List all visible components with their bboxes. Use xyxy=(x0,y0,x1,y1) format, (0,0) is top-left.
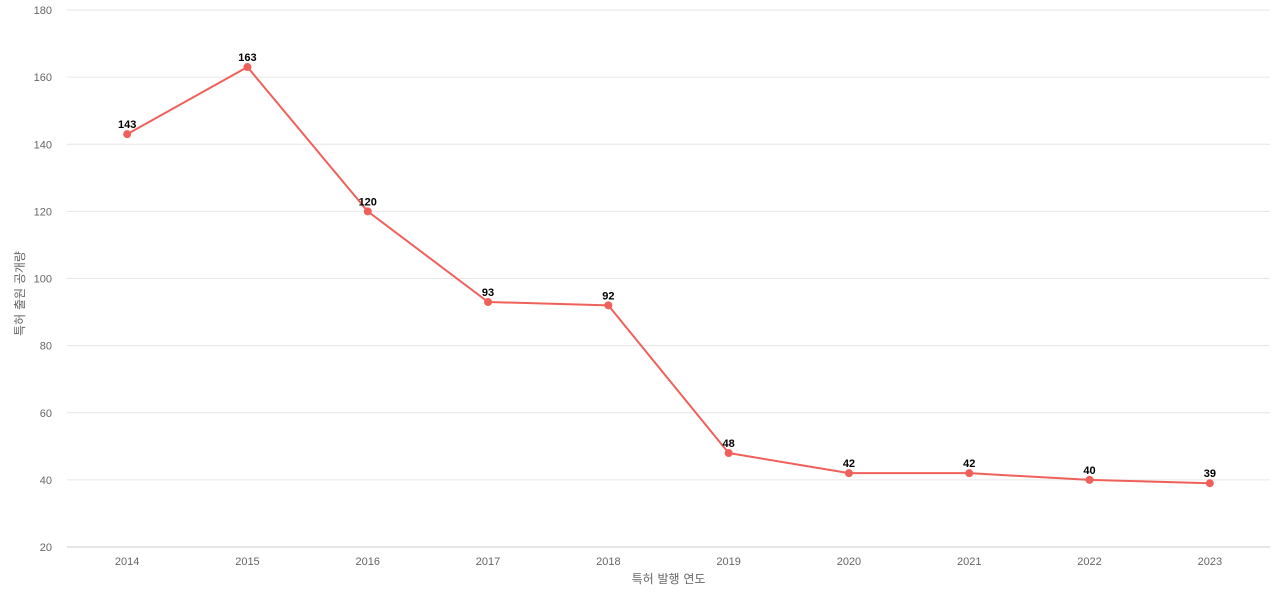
x-tick-label: 2017 xyxy=(476,556,500,568)
data-label: 42 xyxy=(963,458,975,470)
y-tick-label: 160 xyxy=(34,72,52,84)
y-axis-ticks: 20 40 60 80 100 120 140 160 180 xyxy=(34,5,52,554)
y-tick-label: 20 xyxy=(40,542,52,554)
y-tick-label: 140 xyxy=(34,139,52,151)
data-point[interactable] xyxy=(844,469,853,478)
data-label: 93 xyxy=(482,287,494,299)
data-label: 120 xyxy=(359,196,377,208)
data-point[interactable] xyxy=(484,297,493,306)
x-tick-label: 2020 xyxy=(837,556,861,568)
x-axis-ticks: 2014 2015 2016 2017 2018 2019 2020 2021 2022 2023 xyxy=(115,556,1222,568)
data-point[interactable] xyxy=(965,469,974,478)
x-tick-label: 2019 xyxy=(716,556,740,568)
gridlines xyxy=(67,9,1270,481)
data-point[interactable] xyxy=(243,63,252,72)
data-label: 48 xyxy=(723,438,735,450)
y-tick-label: 100 xyxy=(34,274,52,286)
x-tick-label: 2015 xyxy=(235,556,259,568)
data-label: 39 xyxy=(1204,468,1216,480)
data-point[interactable] xyxy=(363,207,372,216)
data-point[interactable] xyxy=(604,301,613,310)
x-tick-label: 2021 xyxy=(957,556,981,568)
x-axis-title: 특허 발행 연도 xyxy=(632,571,706,586)
y-tick-label: 40 xyxy=(40,475,52,487)
y-tick-label: 120 xyxy=(34,206,52,218)
series-line xyxy=(126,66,1210,485)
data-label: 143 xyxy=(118,119,136,131)
y-tick-label: 60 xyxy=(40,408,52,420)
data-label: 92 xyxy=(602,290,614,302)
data-label: 40 xyxy=(1083,465,1095,477)
data-labels: 143 163 120 93 92 48 42 42 40 39 xyxy=(118,52,1216,480)
data-label: 163 xyxy=(238,52,256,64)
x-tick-label: 2016 xyxy=(356,556,380,568)
data-label: 42 xyxy=(843,458,855,470)
y-tick-label: 180 xyxy=(34,5,52,17)
data-point[interactable] xyxy=(123,130,132,139)
x-tick-label: 2018 xyxy=(596,556,620,568)
data-point[interactable] xyxy=(724,449,733,458)
x-tick-label: 2014 xyxy=(115,556,139,568)
y-tick-label: 80 xyxy=(40,341,52,353)
data-point[interactable] xyxy=(1085,475,1094,484)
series-layer xyxy=(123,63,1214,488)
x-tick-label: 2022 xyxy=(1077,556,1101,568)
data-point[interactable] xyxy=(1205,479,1214,488)
x-tick-label: 2023 xyxy=(1198,556,1222,568)
y-axis-title: 특허 출원 공개량 xyxy=(13,251,27,336)
